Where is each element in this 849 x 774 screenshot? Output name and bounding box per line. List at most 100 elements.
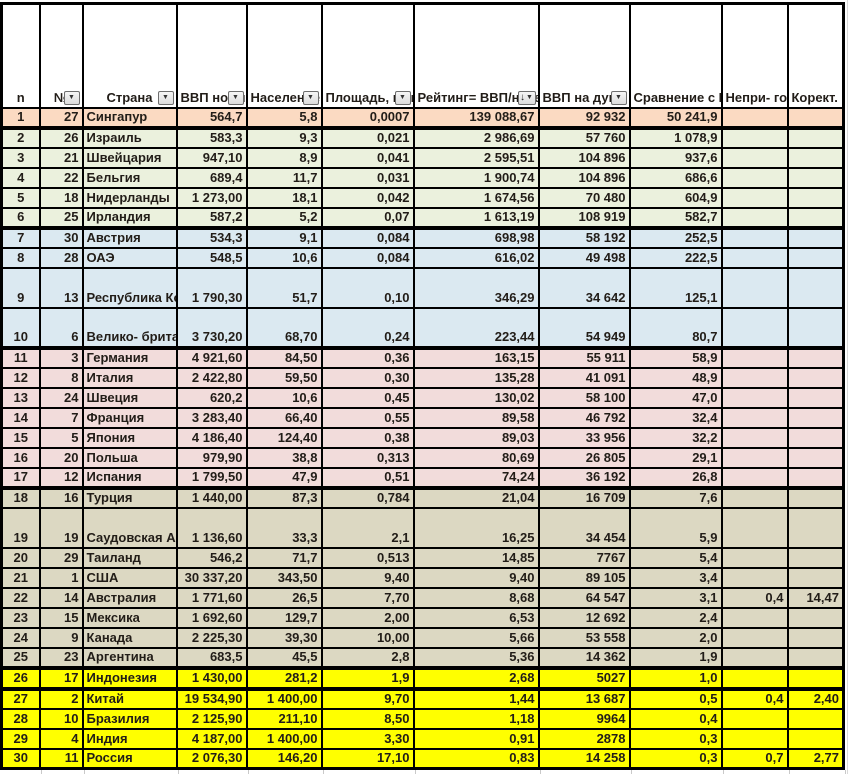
cell-gdp_pc[interactable]: 5027 — [537, 666, 631, 691]
cell-gdp[interactable]: 534,3 — [175, 226, 248, 249]
cell-cmp[interactable]: 26,8 — [628, 466, 723, 490]
cell-unsuit[interactable] — [720, 306, 789, 350]
cell-area[interactable]: 2,8 — [320, 646, 415, 670]
cell-pop[interactable]: 68,70 — [245, 306, 323, 350]
cell-gdp[interactable]: 4 186,40 — [175, 426, 248, 449]
cell-area[interactable]: 0,0007 — [320, 106, 415, 130]
cell-gdp[interactable]: 1 430,00 — [175, 666, 248, 691]
cell-unsuit[interactable] — [720, 626, 789, 649]
cell-area[interactable]: 0,55 — [320, 406, 415, 429]
cell-pop[interactable]: 5,8 — [245, 106, 323, 130]
cell-n[interactable]: 16 — [0, 446, 41, 469]
cell-unsuit[interactable] — [720, 707, 789, 730]
cell-gdp[interactable]: 1 790,30 — [175, 266, 248, 309]
cell-gdp[interactable]: 19 534,90 — [175, 687, 248, 710]
cell-korr[interactable] — [786, 406, 845, 429]
cell-korr[interactable] — [786, 486, 845, 509]
cell-n[interactable]: 20 — [0, 546, 41, 569]
cell-unsuit[interactable] — [720, 466, 789, 490]
cell-num[interactable]: 30 — [38, 226, 84, 249]
cell-n[interactable]: 18 — [0, 486, 41, 509]
corner-header-cell[interactable]: n — [0, 2, 41, 109]
cell-gdp_pc[interactable]: 26 805 — [537, 446, 631, 469]
cell-num[interactable]: 23 — [38, 646, 84, 670]
cell-unsuit[interactable] — [720, 126, 789, 149]
cell-pop[interactable]: 343,50 — [245, 566, 323, 589]
column-header-unsuit[interactable]: Непри- годность терри- тории, % — [720, 2, 789, 109]
cell-rating[interactable]: 698,98 — [412, 226, 540, 249]
cell-pop[interactable]: 146,20 — [245, 747, 323, 770]
column-header-num[interactable]: № ▼ — [38, 2, 84, 109]
cell-country[interactable]: ОАЭ — [81, 246, 178, 269]
cell-cmp[interactable]: 7,6 — [628, 486, 723, 509]
cell-num[interactable]: 13 — [38, 266, 84, 309]
cell-country[interactable]: Япония — [81, 426, 178, 449]
cell-cmp[interactable]: 937,6 — [628, 146, 723, 169]
cell-n[interactable]: 23 — [0, 606, 41, 629]
cell-num[interactable]: 25 — [38, 206, 84, 230]
cell-korr[interactable] — [786, 366, 845, 389]
cell-area[interactable]: 0,24 — [320, 306, 415, 350]
cell-n[interactable]: 30 — [0, 747, 41, 770]
cell-unsuit[interactable] — [720, 606, 789, 629]
cell-country[interactable]: Польша — [81, 446, 178, 469]
cell-area[interactable]: 0,784 — [320, 486, 415, 509]
cell-gdp[interactable]: 1 440,00 — [175, 486, 248, 509]
cell-rating[interactable]: 89,03 — [412, 426, 540, 449]
cell-pop[interactable]: 211,10 — [245, 707, 323, 730]
cell-gdp_pc[interactable]: 54 949 — [537, 306, 631, 350]
cell-num[interactable]: 3 — [38, 346, 84, 369]
cell-pop[interactable]: 33,3 — [245, 506, 323, 549]
cell-gdp_pc[interactable]: 33 956 — [537, 426, 631, 449]
cell-gdp[interactable]: 2 076,30 — [175, 747, 248, 770]
cell-country[interactable]: Саудовская Аравия — [81, 506, 178, 549]
cell-cmp[interactable]: 58,9 — [628, 346, 723, 369]
cell-rating[interactable]: 5,36 — [412, 646, 540, 670]
cell-cmp[interactable]: 582,7 — [628, 206, 723, 230]
cell-gdp[interactable]: 587,2 — [175, 206, 248, 230]
cell-korr[interactable] — [786, 126, 845, 149]
cell-gdp[interactable]: 1 692,60 — [175, 606, 248, 629]
cell-area[interactable]: 0,084 — [320, 246, 415, 269]
cell-country[interactable]: Испания — [81, 466, 178, 490]
cell-num[interactable]: 21 — [38, 146, 84, 169]
cell-n[interactable]: 8 — [0, 246, 41, 269]
cell-n[interactable]: 17 — [0, 466, 41, 490]
cell-unsuit[interactable]: 0,7 — [720, 747, 789, 770]
cell-cmp[interactable]: 125,1 — [628, 266, 723, 309]
cell-korr[interactable] — [786, 707, 845, 730]
cell-gdp_pc[interactable]: 49 498 — [537, 246, 631, 269]
cell-cmp[interactable]: 3,4 — [628, 566, 723, 589]
cell-num[interactable]: 15 — [38, 606, 84, 629]
cell-country[interactable]: Нидерланды — [81, 186, 178, 209]
cell-n[interactable]: 5 — [0, 186, 41, 209]
cell-rating[interactable]: 6,53 — [412, 606, 540, 629]
cell-pop[interactable]: 18,1 — [245, 186, 323, 209]
cell-gdp[interactable]: 4 187,00 — [175, 727, 248, 750]
cell-korr[interactable] — [786, 446, 845, 469]
cell-rating[interactable]: 163,15 — [412, 346, 540, 369]
cell-unsuit[interactable] — [720, 566, 789, 589]
cell-area[interactable]: 0,042 — [320, 186, 415, 209]
column-header-gdp_pc[interactable]: ВВП на душу населения, долл.▼ — [537, 2, 631, 109]
cell-rating[interactable]: 139 088,67 — [412, 106, 540, 130]
filter-dropdown-icon[interactable]: ▼ — [157, 90, 174, 105]
cell-korr[interactable] — [786, 566, 845, 589]
cell-rating[interactable]: 1,44 — [412, 687, 540, 710]
cell-num[interactable]: 29 — [38, 546, 84, 569]
cell-n[interactable]: 12 — [0, 366, 41, 389]
cell-unsuit[interactable]: 0,4 — [720, 687, 789, 710]
cell-cmp[interactable]: 5,9 — [628, 506, 723, 549]
cell-country[interactable]: Аргентина — [81, 646, 178, 670]
cell-country[interactable]: Мексика — [81, 606, 178, 629]
cell-unsuit[interactable] — [720, 106, 789, 130]
cell-pop[interactable]: 71,7 — [245, 546, 323, 569]
cell-cmp[interactable]: 2,0 — [628, 626, 723, 649]
cell-gdp[interactable]: 4 921,60 — [175, 346, 248, 369]
cell-pop[interactable]: 5,2 — [245, 206, 323, 230]
cell-unsuit[interactable] — [720, 206, 789, 230]
cell-pop[interactable]: 38,8 — [245, 446, 323, 469]
cell-gdp_pc[interactable]: 16 709 — [537, 486, 631, 509]
cell-num[interactable]: 9 — [38, 626, 84, 649]
cell-num[interactable]: 8 — [38, 366, 84, 389]
